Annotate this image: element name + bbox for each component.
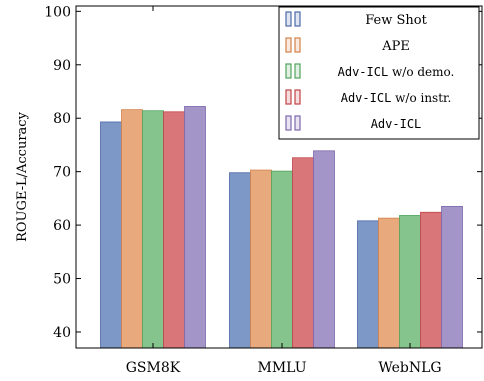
legend-entry-label: APE <box>381 39 410 54</box>
y-tick-label: 70 <box>53 165 71 181</box>
bar-webnlg-series-2 <box>399 215 421 349</box>
y-tick-label: 40 <box>53 325 71 341</box>
legend-entry-label: Adv-ICL w/o instr. <box>341 91 452 105</box>
y-tick-label: 60 <box>53 218 71 234</box>
bar-mmlu-series-3 <box>292 157 314 349</box>
x-tick-label: GSM8K <box>126 360 181 376</box>
bar-mmlu-series-4 <box>313 150 335 349</box>
legend-method-name: Adv-ICL <box>341 91 392 105</box>
legend-method-name: Adv-ICL <box>371 117 422 131</box>
bar-gsm8k-series-4 <box>184 106 206 349</box>
legend-swatch-icon <box>285 63 301 79</box>
bar-webnlg-series-0 <box>357 220 379 349</box>
legend-swatch-icon <box>285 89 301 105</box>
legend-variant-text: w/o instr. <box>391 91 451 105</box>
y-tick-label: 90 <box>53 58 71 74</box>
y-tick-label: 50 <box>53 272 71 288</box>
bar-gsm8k-series-3 <box>163 111 185 349</box>
bar-mmlu-series-2 <box>271 170 293 349</box>
legend-variant-text: w/o demo. <box>388 65 454 79</box>
legend-method-name: Adv-ICL <box>338 65 389 79</box>
y-axis-title: ROUGE-L/Accuracy <box>15 111 30 241</box>
bar-gsm8k-series-2 <box>142 110 164 349</box>
x-tick-label: MMLU <box>258 360 307 376</box>
bar-webnlg-series-4 <box>441 205 463 349</box>
legend-box <box>278 6 480 140</box>
y-tick-label: 100 <box>44 4 71 20</box>
plot-frame <box>75 5 483 349</box>
bar-mmlu-series-1 <box>250 169 272 349</box>
legend-entry-label: Adv-ICL w/o demo. <box>338 65 455 79</box>
y-tick-label: 80 <box>53 111 71 127</box>
legend-swatch-icon <box>285 37 301 53</box>
bar-mmlu-series-0 <box>229 172 251 349</box>
bar-gsm8k-series-1 <box>121 109 143 349</box>
bar-gsm8k-series-0 <box>100 121 122 349</box>
legend-swatch-icon <box>285 11 301 27</box>
x-tick-label: WebNLG <box>378 360 441 376</box>
bar-webnlg-series-1 <box>378 217 400 349</box>
legend-entry-label: Few Shot <box>365 13 427 28</box>
legend-entry-label: Adv-ICL <box>371 117 422 131</box>
bar-webnlg-series-3 <box>420 211 442 349</box>
legend-swatch-icon <box>285 115 301 131</box>
